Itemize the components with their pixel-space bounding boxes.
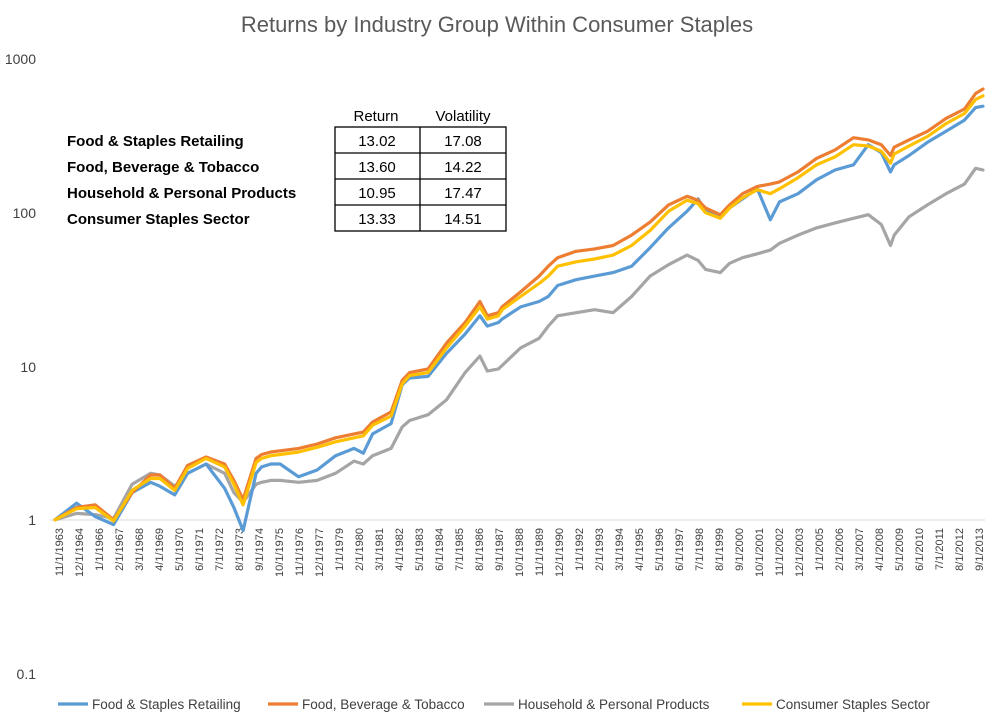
x-tick-label: 5/1/1970 xyxy=(174,528,186,571)
x-tick-label: 8/1/2012 xyxy=(954,528,966,571)
legend-label: Household & Personal Products xyxy=(518,697,710,712)
x-tick-label: 9/1/1974 xyxy=(254,528,266,571)
legend-label: Food & Staples Retailing xyxy=(92,697,241,712)
x-tick-label: 10/1/1988 xyxy=(514,528,526,577)
table-cell-return: 10.95 xyxy=(358,185,396,202)
series-line-household-personal-products xyxy=(53,166,985,522)
x-tick-label: 1/1/1979 xyxy=(334,528,346,571)
x-tick-label: 4/1/2008 xyxy=(874,528,886,571)
x-tick-label: 2/1/1967 xyxy=(114,528,126,571)
x-tick-label: 12/1/2003 xyxy=(794,528,806,577)
x-tick-label: 1/1/1966 xyxy=(94,528,106,571)
table-cell-return: 13.02 xyxy=(358,133,396,150)
x-tick-label: 8/1/1973 xyxy=(234,528,246,571)
table-cell-return: 13.60 xyxy=(358,159,396,176)
x-tick-label: 7/1/1972 xyxy=(214,528,226,571)
table-cell-volatility: 17.08 xyxy=(444,133,482,150)
x-tick-label: 11/1/1976 xyxy=(294,528,306,576)
x-tick-label: 5/1/1996 xyxy=(654,528,666,571)
x-tick-label: 6/1/1997 xyxy=(674,528,686,571)
y-tick-label: 1 xyxy=(28,512,36,528)
x-tick-label: 5/1/1983 xyxy=(414,528,426,571)
table-cell-volatility: 14.22 xyxy=(444,159,482,176)
x-tick-label: 6/1/1984 xyxy=(434,528,446,571)
x-tick-label: 7/1/2011 xyxy=(934,528,946,570)
x-tick-label: 11/1/1989 xyxy=(534,528,546,576)
x-tick-label: 12/1/1977 xyxy=(314,528,326,577)
x-tick-label: 3/1/1981 xyxy=(374,528,386,571)
legend: Food & Staples Retailing Food, Beverage … xyxy=(58,697,930,712)
legend-label: Consumer Staples Sector xyxy=(776,697,930,712)
table-row-label: Consumer Staples Sector xyxy=(67,211,250,228)
x-tick-label: 3/1/2007 xyxy=(854,528,866,571)
y-tick-label: 1000 xyxy=(5,51,36,67)
table-cell-volatility: 17.47 xyxy=(444,185,482,202)
x-tick-label: 11/1/2002 xyxy=(774,528,786,576)
x-tick-label: 7/1/1985 xyxy=(454,528,466,571)
legend-label: Food, Beverage & Tobacco xyxy=(302,697,465,712)
table-header-return: Return xyxy=(353,108,398,125)
x-tick-label: 8/1/1999 xyxy=(714,528,726,571)
series-lines xyxy=(53,87,985,533)
x-tick-label: 1/1/2005 xyxy=(814,528,826,571)
x-tick-label: 9/1/2000 xyxy=(734,528,746,571)
x-tick-label: 4/1/1982 xyxy=(394,528,406,571)
x-tick-labels: 11/1/1963 12/1/1964 1/1/1966 2/1/1967 3/1/19… xyxy=(54,528,986,577)
x-tick-label: 5/1/2009 xyxy=(894,528,906,571)
x-tick-label: 10/1/1975 xyxy=(274,528,286,577)
x-tick-label: 2/1/1993 xyxy=(594,528,606,571)
x-tick-label: 3/1/1968 xyxy=(134,528,146,571)
chart-title: Returns by Industry Group Within Consume… xyxy=(241,12,753,37)
table-cell-volatility: 14.51 xyxy=(444,211,482,228)
series-line-consumer-staples-sector xyxy=(53,94,985,523)
x-tick-label: 12/1/1990 xyxy=(554,528,566,577)
x-tick-label: 11/1/1963 xyxy=(54,528,66,576)
y-tick-label: 0.1 xyxy=(17,666,37,682)
x-tick-label: 9/1/1987 xyxy=(494,528,506,571)
x-tick-label: 9/1/2013 xyxy=(974,528,986,571)
table-cell-return: 13.33 xyxy=(358,211,396,228)
x-tick-label: 10/1/2001 xyxy=(754,528,766,577)
table-row-label: Food, Beverage & Tobacco xyxy=(67,159,259,176)
series-line-food-beverage-tobacco xyxy=(53,87,985,522)
x-tick-label: 7/1/1998 xyxy=(694,528,706,571)
x-tick-label: 2/1/1980 xyxy=(354,528,366,571)
x-tick-label: 6/1/2010 xyxy=(914,528,926,571)
y-tick-label: 100 xyxy=(13,205,37,221)
x-tick-label: 12/1/1964 xyxy=(74,528,86,577)
table-row-label: Household & Personal Products xyxy=(67,185,296,202)
y-tick-label: 10 xyxy=(20,359,36,375)
x-tick-label: 4/1/1969 xyxy=(154,528,166,571)
x-tick-label: 8/1/1986 xyxy=(474,528,486,571)
x-tick-label: 2/1/2006 xyxy=(834,528,846,571)
x-tick-label: 6/1/1971 xyxy=(194,528,206,571)
x-tick-label: 1/1/1992 xyxy=(574,528,586,571)
series-line-food-staples-retailing xyxy=(53,104,985,533)
x-tick-label: 3/1/1994 xyxy=(614,528,626,571)
x-tick-label: 4/1/1995 xyxy=(634,528,646,571)
table-row-label: Food & Staples Retailing xyxy=(67,133,244,150)
table-header-volatility: Volatility xyxy=(435,108,491,125)
stats-table: Return Volatility Food & Staples Retaili… xyxy=(67,108,507,232)
